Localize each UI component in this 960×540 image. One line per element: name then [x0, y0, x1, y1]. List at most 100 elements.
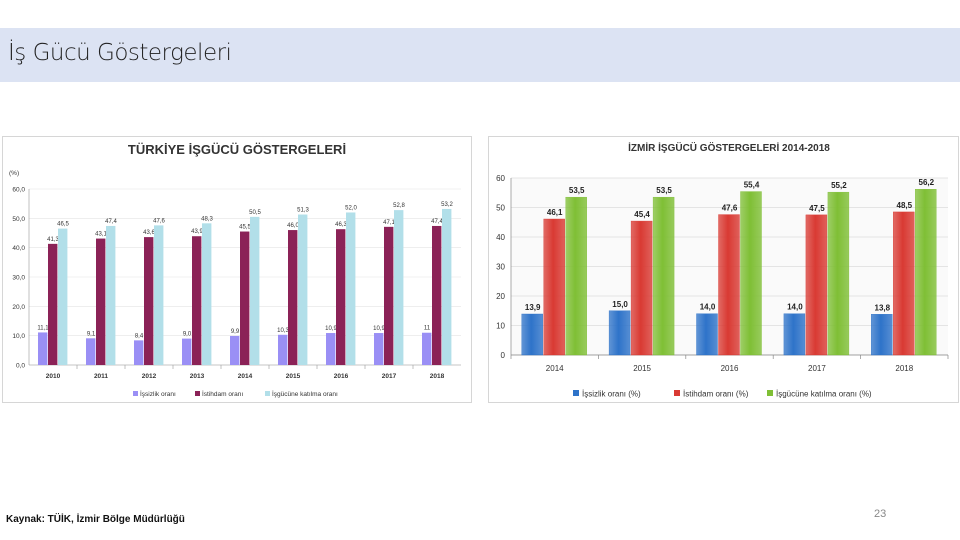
bar	[652, 196, 675, 356]
legend-swatch	[265, 391, 270, 396]
bar	[543, 218, 565, 356]
page-title: İş Gücü Göstergeleri	[8, 40, 232, 66]
data-label: 53,2	[441, 202, 453, 208]
data-label: 53,5	[656, 186, 672, 195]
data-label: 14,0	[700, 303, 716, 312]
x-tick-label: 2016	[334, 373, 349, 380]
y-tick-label: 0	[501, 351, 506, 360]
legend-label: İşgücüne katılma oranı (%)	[776, 390, 872, 399]
data-label: 53,5	[569, 186, 585, 195]
y-tick-label: 30	[496, 263, 505, 272]
legend-swatch	[573, 390, 579, 396]
turkey-chart-panel: TÜRKİYE İŞGÜCÜ GÖSTERGELERİ (%) 0,0 10,0 20,…	[2, 136, 472, 403]
bar	[608, 310, 631, 356]
bar	[154, 225, 164, 365]
page-number: 23	[874, 508, 887, 520]
data-label: 8,4	[135, 333, 144, 339]
data-label: 46,0	[287, 223, 299, 229]
data-label: 45,5	[239, 225, 251, 231]
bar	[696, 313, 718, 356]
data-label: 46,5	[57, 222, 69, 228]
data-label: 43,9	[191, 229, 203, 235]
y-tick-label: 60,0	[12, 187, 25, 194]
chart-title: TÜRKİYE İŞGÜCÜ GÖSTERGELERİ	[128, 142, 346, 157]
data-label: 9,9	[231, 329, 240, 335]
data-label: 47,6	[153, 218, 165, 224]
y-tick-label: 10,0	[12, 333, 25, 340]
y-tick-label: 20,0	[12, 304, 25, 311]
bar	[250, 216, 260, 365]
bar	[521, 313, 543, 356]
data-label: 10,3	[277, 328, 289, 334]
header-bar: İş Gücü Göstergeleri	[0, 28, 960, 82]
data-label: 55,4	[744, 181, 760, 190]
y-axis-unit: (%)	[9, 170, 19, 177]
data-label: 46,3	[335, 222, 347, 228]
data-label: 52,0	[345, 205, 357, 211]
x-tick-label: 2014	[546, 364, 564, 373]
bar	[144, 237, 154, 365]
data-label: 10,9	[373, 326, 385, 332]
data-label: 14,0	[787, 303, 803, 312]
x-tick-label: 2015	[633, 364, 651, 373]
data-label: 45,4	[634, 210, 650, 219]
y-tick-label: 60	[496, 174, 505, 183]
bar	[96, 238, 106, 365]
bar	[240, 231, 250, 365]
x-tick-label: 2016	[721, 364, 739, 373]
legend-label: İşsizlik oranı (%)	[582, 390, 641, 399]
bar	[58, 228, 68, 365]
bar	[192, 236, 202, 365]
bar	[48, 243, 58, 365]
data-label: 10,9	[325, 326, 337, 332]
data-label: 47,1	[383, 220, 395, 226]
y-tick-label: 0,0	[16, 363, 25, 370]
data-label: 13,9	[525, 303, 541, 312]
data-label: 13,8	[875, 303, 891, 312]
data-label: 11	[424, 326, 431, 332]
legend-label: İstihdam oranı	[202, 389, 243, 398]
x-tick-label: 2017	[808, 364, 826, 373]
chart-title: İZMİR İŞGÜCÜ GÖSTERGELERİ 2014-2018	[628, 141, 830, 154]
y-tick-label: 40	[496, 233, 505, 242]
legend-swatch	[674, 390, 680, 396]
data-label: 47,5	[809, 204, 825, 213]
data-label: 55,2	[831, 181, 847, 190]
legend-label: İstihdam oranı (%)	[683, 390, 749, 399]
data-label: 48,5	[897, 201, 913, 210]
bar	[38, 332, 48, 365]
bar	[230, 335, 240, 365]
x-tick-label: 2015	[286, 373, 301, 380]
data-label: 15,0	[612, 300, 628, 309]
source-note: Kaynak: TÜİK, İzmir Bölge Müdürlüğü	[6, 514, 185, 525]
bar	[374, 333, 384, 365]
data-label: 56,2	[919, 178, 935, 187]
bar	[915, 189, 937, 356]
bar	[432, 225, 442, 365]
bar	[336, 229, 346, 365]
bar	[630, 220, 653, 356]
legend-label: İşgücüne katılma oranı	[272, 389, 338, 398]
y-tick-label: 40,0	[12, 245, 25, 252]
data-label: 50,5	[249, 210, 261, 216]
bar	[278, 334, 288, 365]
bar	[106, 225, 116, 365]
izmir-labor-chart: İZMİR İŞGÜCÜ GÖSTERGELERİ 2014-2018 0 10 20…	[496, 141, 949, 399]
bar	[827, 191, 850, 356]
x-tick-label: 2010	[46, 373, 61, 380]
data-label: 43,6	[143, 230, 155, 236]
y-tick-label: 50,0	[12, 216, 25, 223]
bar	[182, 338, 192, 365]
data-label: 47,4	[431, 219, 443, 225]
bar	[86, 338, 96, 365]
bar	[805, 214, 828, 356]
y-tick-label: 50	[496, 204, 505, 213]
bar	[783, 313, 806, 356]
x-tick-label: 2013	[190, 373, 205, 380]
x-tick-label: 2018	[895, 364, 913, 373]
data-label: 11,1	[37, 325, 49, 331]
bar	[565, 196, 587, 356]
x-tick-label: 2012	[142, 373, 157, 380]
y-tick-label: 30,0	[12, 275, 25, 282]
data-label: 47,6	[722, 204, 738, 213]
